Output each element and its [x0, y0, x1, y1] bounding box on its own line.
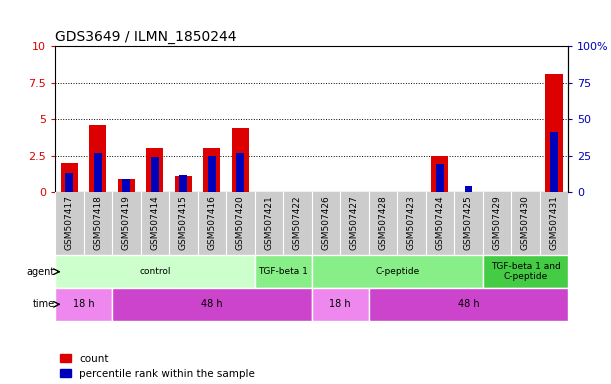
Text: GSM507419: GSM507419	[122, 195, 131, 250]
Bar	[483, 255, 568, 288]
Text: GSM507422: GSM507422	[293, 195, 302, 250]
Text: GSM507420: GSM507420	[236, 195, 245, 250]
Bar	[151, 157, 159, 192]
Bar	[436, 164, 444, 192]
Text: 48 h: 48 h	[201, 299, 222, 310]
Text: GSM507428: GSM507428	[378, 195, 387, 250]
Text: GSM507430: GSM507430	[521, 195, 530, 250]
Text: GSM507414: GSM507414	[150, 195, 159, 250]
Bar	[208, 156, 216, 192]
Bar	[65, 173, 73, 192]
Bar	[55, 288, 112, 321]
Bar	[464, 186, 472, 192]
Text: GSM507418: GSM507418	[93, 195, 102, 250]
Bar	[550, 132, 558, 192]
Bar	[431, 156, 448, 192]
Bar	[180, 175, 187, 192]
Bar	[89, 125, 106, 192]
Text: TGF-beta 1: TGF-beta 1	[258, 267, 308, 276]
Text: GSM507426: GSM507426	[321, 195, 331, 250]
Bar	[255, 255, 312, 288]
Text: agent: agent	[27, 266, 55, 277]
Bar	[368, 288, 568, 321]
Text: GSM507417: GSM507417	[65, 195, 74, 250]
Text: GDS3649 / ILMN_1850244: GDS3649 / ILMN_1850244	[55, 30, 236, 44]
Bar	[546, 74, 563, 192]
Text: GSM507431: GSM507431	[549, 195, 558, 250]
Text: GSM507429: GSM507429	[492, 195, 502, 250]
Bar	[203, 148, 221, 192]
Text: GSM507415: GSM507415	[179, 195, 188, 250]
Bar	[232, 128, 249, 192]
Bar	[94, 152, 101, 192]
Bar	[236, 152, 244, 192]
Text: control: control	[139, 267, 170, 276]
Bar	[60, 163, 78, 192]
Bar	[146, 148, 163, 192]
Text: time: time	[33, 299, 55, 310]
Text: GSM507416: GSM507416	[207, 195, 216, 250]
Bar	[175, 176, 192, 192]
Bar	[312, 288, 368, 321]
Text: 48 h: 48 h	[458, 299, 479, 310]
Text: GSM507423: GSM507423	[407, 195, 416, 250]
Text: GSM507425: GSM507425	[464, 195, 473, 250]
Legend: count, percentile rank within the sample: count, percentile rank within the sample	[60, 354, 255, 379]
Bar	[118, 179, 135, 192]
Text: 18 h: 18 h	[329, 299, 351, 310]
Text: GSM507424: GSM507424	[436, 195, 444, 250]
Text: C-peptide: C-peptide	[375, 267, 419, 276]
Bar	[112, 288, 312, 321]
Text: TGF-beta 1 and
C-peptide: TGF-beta 1 and C-peptide	[491, 262, 560, 281]
Text: GSM507427: GSM507427	[350, 195, 359, 250]
Bar	[312, 255, 483, 288]
Bar	[55, 255, 255, 288]
Text: GSM507421: GSM507421	[265, 195, 273, 250]
Text: 18 h: 18 h	[73, 299, 94, 310]
Bar	[122, 179, 130, 192]
